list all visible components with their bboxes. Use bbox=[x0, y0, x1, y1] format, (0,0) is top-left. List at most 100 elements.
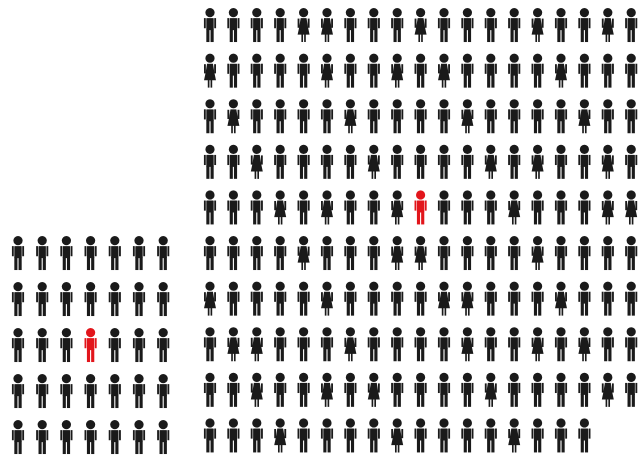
male-person-icon bbox=[108, 282, 121, 317]
female-person-icon bbox=[227, 327, 240, 362]
male-person-icon bbox=[531, 418, 544, 453]
female-person-icon bbox=[601, 372, 614, 407]
female-person-icon bbox=[321, 53, 333, 88]
male-person-icon bbox=[297, 281, 310, 316]
male-person-icon bbox=[84, 420, 97, 455]
female-person-icon bbox=[601, 8, 614, 43]
male-person-icon bbox=[297, 144, 310, 179]
male-person-icon bbox=[484, 8, 497, 43]
male-person-icon bbox=[227, 190, 240, 225]
male-person-icon bbox=[414, 418, 427, 453]
male-person-icon bbox=[508, 144, 521, 179]
female-person-icon bbox=[250, 144, 263, 179]
female-person-icon bbox=[531, 144, 544, 179]
male-person-icon bbox=[132, 236, 146, 271]
male-person-icon bbox=[484, 327, 497, 362]
male-person-icon bbox=[84, 282, 97, 317]
male-person-icon bbox=[437, 327, 451, 362]
male-person-icon bbox=[508, 372, 521, 407]
male-person-icon bbox=[531, 372, 544, 407]
male-person-icon bbox=[227, 281, 240, 316]
male-person-icon bbox=[367, 418, 380, 453]
female-person-icon bbox=[297, 8, 310, 43]
male-person-icon bbox=[60, 236, 73, 271]
male-person-icon bbox=[461, 190, 474, 225]
female-person-icon bbox=[484, 144, 497, 179]
female-person-icon bbox=[531, 8, 544, 43]
male-person-icon bbox=[461, 372, 474, 407]
male-person-icon bbox=[132, 374, 146, 409]
female-person-icon bbox=[204, 281, 216, 316]
male-person-icon bbox=[203, 99, 217, 134]
male-person-icon bbox=[578, 144, 591, 179]
male-person-icon bbox=[437, 144, 451, 179]
female-person-icon bbox=[391, 236, 404, 271]
male-person-icon bbox=[344, 372, 357, 407]
female-person-icon bbox=[438, 53, 450, 88]
male-person-icon bbox=[601, 327, 614, 362]
male-person-icon bbox=[531, 53, 544, 88]
male-person-icon bbox=[203, 190, 217, 225]
male-person-icon bbox=[367, 53, 380, 88]
female-person-icon bbox=[625, 190, 638, 225]
male-person-icon bbox=[11, 374, 25, 409]
male-person-icon bbox=[227, 418, 240, 453]
female-person-icon bbox=[531, 236, 544, 271]
male-person-icon bbox=[132, 328, 146, 363]
male-person-icon bbox=[508, 8, 521, 43]
male-person-icon bbox=[414, 99, 427, 134]
female-person-icon bbox=[601, 190, 614, 225]
male-person-icon bbox=[274, 53, 287, 88]
female-person-icon bbox=[531, 327, 544, 362]
male-person-icon bbox=[157, 236, 170, 271]
male-person-icon bbox=[461, 53, 474, 88]
male-person-icon bbox=[297, 99, 310, 134]
male-person-icon bbox=[625, 144, 638, 179]
male-person-icon bbox=[625, 236, 638, 271]
male-person-icon bbox=[274, 99, 287, 134]
male-person-icon bbox=[250, 99, 263, 134]
female-person-icon bbox=[438, 281, 450, 316]
male-person-icon bbox=[437, 99, 451, 134]
male-person-icon bbox=[367, 236, 380, 271]
male-person-icon bbox=[274, 144, 287, 179]
male-person-icon bbox=[484, 53, 497, 88]
male-person-icon bbox=[203, 236, 217, 271]
male-person-icon bbox=[203, 8, 217, 43]
male-person-icon bbox=[554, 99, 568, 134]
male-person-icon bbox=[391, 99, 404, 134]
male-person-icon bbox=[36, 374, 49, 409]
highlighted-person-icon bbox=[84, 328, 97, 363]
male-person-icon bbox=[508, 327, 521, 362]
female-person-icon bbox=[321, 372, 333, 407]
male-person-icon bbox=[11, 328, 25, 363]
male-person-icon bbox=[625, 281, 638, 316]
male-person-icon bbox=[531, 281, 544, 316]
male-person-icon bbox=[11, 236, 25, 271]
male-person-icon bbox=[344, 8, 357, 43]
female-person-icon bbox=[344, 99, 357, 134]
female-person-icon bbox=[484, 372, 497, 407]
female-person-icon bbox=[555, 53, 567, 88]
male-person-icon bbox=[36, 420, 49, 455]
male-person-icon bbox=[578, 372, 591, 407]
male-person-icon bbox=[625, 99, 638, 134]
female-person-icon bbox=[297, 236, 310, 271]
female-person-icon bbox=[391, 53, 404, 88]
male-person-icon bbox=[601, 99, 614, 134]
female-person-icon bbox=[227, 99, 240, 134]
male-person-icon bbox=[554, 327, 568, 362]
male-person-icon bbox=[227, 236, 240, 271]
small-people-group bbox=[11, 236, 170, 455]
male-person-icon bbox=[367, 327, 380, 362]
male-person-icon bbox=[391, 281, 404, 316]
male-person-icon bbox=[601, 281, 614, 316]
male-person-icon bbox=[625, 8, 638, 43]
male-person-icon bbox=[554, 372, 568, 407]
male-person-icon bbox=[320, 327, 334, 362]
female-person-icon bbox=[321, 190, 333, 225]
male-person-icon bbox=[414, 281, 427, 316]
male-person-icon bbox=[344, 418, 357, 453]
male-person-icon bbox=[203, 418, 217, 453]
